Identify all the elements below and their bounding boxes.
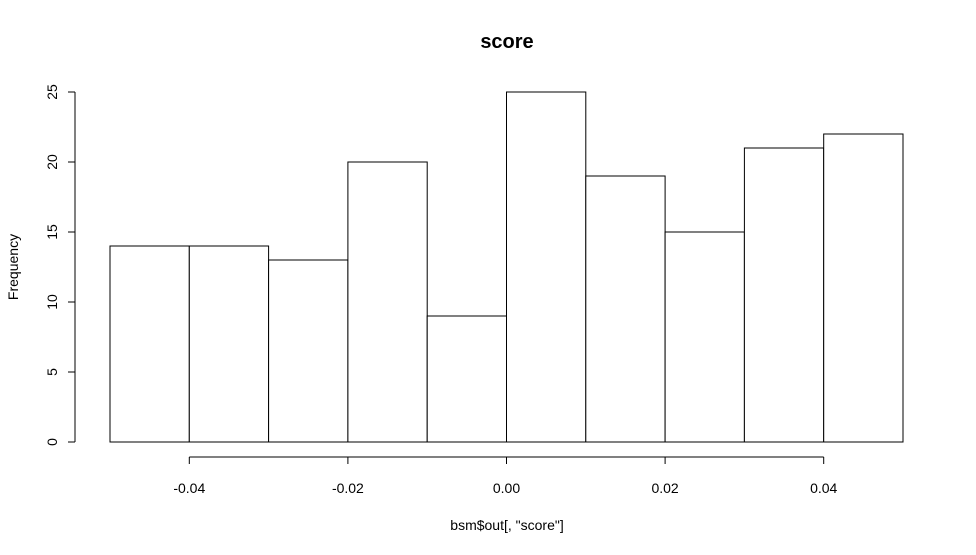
x-axis-label: bsm$out[, "score"]: [450, 517, 563, 533]
y-axis-label: Frequency: [5, 234, 21, 300]
x-tick-label: 0.00: [493, 480, 520, 496]
histogram-bar: [188, 245, 270, 443]
y-tick-label: 20: [44, 154, 60, 170]
histogram-bar: [823, 133, 904, 443]
y-tick-label: 15: [44, 224, 60, 240]
y-tick-label: 5: [44, 368, 60, 376]
y-tick-label: 0: [44, 438, 60, 446]
x-axis: -0.04 -0.02 0.00 0.02 0.04: [173, 456, 838, 496]
histogram-bars: [109, 91, 904, 443]
chart-title: score: [480, 31, 533, 53]
x-tick-label: 0.02: [651, 480, 678, 496]
y-axis: 0 5 10 15 20 25: [44, 84, 76, 446]
histogram-bar: [347, 161, 428, 443]
x-tick-label: -0.02: [332, 480, 364, 496]
x-tick-label: -0.04: [173, 480, 205, 496]
y-tick-label: 10: [44, 294, 60, 310]
histogram-bar: [585, 175, 666, 443]
histogram-bar: [664, 231, 745, 443]
histogram-bar: [426, 315, 508, 443]
y-tick-label: 25: [44, 84, 60, 100]
x-tick-label: 0.04: [810, 480, 837, 496]
histogram-bar: [109, 245, 190, 443]
histogram-bar: [743, 147, 825, 443]
histogram-bar: [268, 259, 349, 443]
histogram-bar: [506, 91, 587, 443]
